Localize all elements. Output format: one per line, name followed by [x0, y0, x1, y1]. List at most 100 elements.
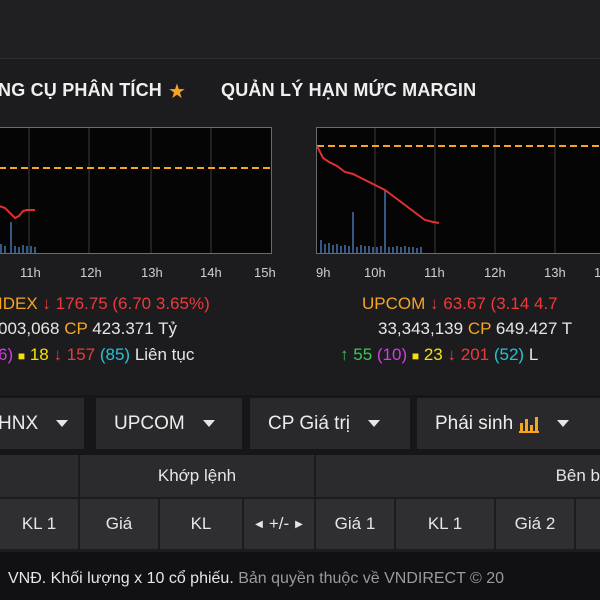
volume-bars [0, 222, 36, 253]
nav-margin-limit[interactable]: QUẢN LÝ HẠN MỨC MARGIN [221, 80, 477, 100]
footer-text: VNĐ. Khối lượng x 10 cổ phiếu. Bản quyền… [8, 570, 504, 588]
header-matched-orders: Khớp lệnh [80, 455, 314, 497]
upcom-chart[interactable] [316, 127, 600, 254]
tick-label: 15h [254, 265, 276, 280]
tab-label: UPCOM [114, 412, 185, 434]
cp-value: 423.371 [92, 319, 154, 338]
down-count: 201 [460, 345, 490, 364]
hnx-chart[interactable] [0, 127, 272, 254]
flat-count: 18 [29, 345, 49, 364]
col-label: +/- [268, 514, 290, 533]
col-extra [576, 499, 600, 549]
col-bid-volume-1[interactable]: KL 1 [396, 499, 494, 549]
nav-analysis-tools[interactable]: NG CỤ PHÂN TÍCH [0, 80, 162, 100]
floor-count: (85) [99, 345, 131, 364]
session-status: L [528, 345, 539, 364]
col-change[interactable]: ◀ +/- ▶ [244, 499, 314, 549]
tab-cp-value[interactable]: CP Giá trị [250, 398, 410, 449]
caret-right-icon[interactable]: ▶ [295, 518, 303, 530]
square-icon: ■ [17, 349, 26, 363]
upcom-chart-svg [316, 128, 600, 253]
tick-label: 11h [424, 265, 445, 280]
footer-note: VNĐ. Khối lượng x 10 cổ phiếu. [8, 570, 234, 587]
tick-label: 12h [484, 265, 506, 280]
volume: 003,068 [0, 319, 60, 338]
header-buy-side: Bên b [316, 455, 600, 497]
tick-label: 13h [141, 265, 163, 280]
chevron-down-icon [368, 420, 381, 427]
cp-label: CP [467, 319, 492, 338]
col-kl1[interactable]: KL 1 [0, 499, 78, 549]
index-value: 176.75 [55, 294, 108, 313]
ceiling-count: 6) [0, 345, 14, 364]
cp-value: 649.427 [495, 319, 558, 338]
floor-count: (52) [493, 345, 525, 364]
hnx-index-summary: IDEX ↓ 176.75 (6.70 3.65%) [0, 294, 210, 314]
arrow-down-icon: ↓ [430, 294, 439, 313]
hnx-index-line [0, 205, 35, 220]
chevron-down-icon [202, 420, 215, 427]
col-label: Giá 1 [334, 514, 376, 533]
tab-label: Phái sinh [435, 412, 514, 434]
tab-hnx[interactable]: HNX [0, 398, 84, 449]
tick-label: 10h [364, 265, 386, 280]
col-volume[interactable]: KL [160, 499, 242, 549]
upcom-volume-row: 33,343,139 CP 649.427 T [378, 319, 572, 339]
up-count: 55 [353, 345, 373, 364]
chevron-down-icon [56, 420, 69, 427]
arrow-down-icon: ↓ [42, 294, 51, 313]
flat-count: 23 [423, 345, 443, 364]
index-name: UPCOM [362, 294, 426, 313]
arrow-down-icon: ↓ [53, 345, 63, 364]
footer [0, 552, 600, 600]
hnx-volume-row: 003,068 CP 423.371 Tỷ [0, 319, 177, 339]
volume-bars [320, 190, 422, 253]
star-icon[interactable]: ★ [168, 81, 186, 103]
down-count: 157 [66, 345, 96, 364]
col-label: KL [190, 514, 212, 533]
cp-label: CP [64, 319, 88, 338]
tick-label: 1 [594, 265, 600, 280]
col-label: KL 1 [21, 514, 57, 533]
top-navbar [0, 0, 600, 59]
header-label: Khớp lệnh [157, 466, 237, 485]
tab-label: CP Giá trị [268, 412, 351, 434]
col-price[interactable]: Giá [80, 499, 158, 549]
square-icon: ■ [411, 349, 420, 363]
index-change: (3.14 4.7 [490, 294, 558, 313]
cp-unit: Tỷ [158, 319, 177, 338]
chevron-down-icon [557, 420, 570, 427]
col-label: Giá 2 [514, 514, 556, 533]
upcom-index-line [316, 145, 440, 224]
arrow-down-icon: ↓ [447, 345, 457, 364]
col-label: Giá [105, 514, 133, 533]
upcom-breadth-row: ↑ 55 (10) ■ 23 ↓ 201 (52) L [340, 345, 538, 365]
tick-label: 13h [544, 265, 566, 280]
tick-label: 9h [316, 265, 331, 280]
col-bid-price-2[interactable]: Giá 2 [496, 499, 574, 549]
col-label: KL 1 [427, 514, 463, 533]
header-label: Bên b [555, 466, 600, 485]
session-status: Liên tục [134, 345, 195, 364]
caret-left-icon[interactable]: ◀ [255, 518, 263, 530]
upcom-index-summary: UPCOM ↓ 63.67 (3.14 4.7 [362, 294, 558, 314]
index-change: (6.70 3.65%) [112, 294, 210, 313]
cp-unit: T [561, 319, 573, 338]
tick-label: 14h [200, 265, 222, 280]
tab-derivatives[interactable]: Phái sinh [417, 398, 600, 449]
bar-chart-icon [519, 415, 540, 433]
arrow-up-icon: ↑ [340, 345, 349, 364]
hnx-chart-svg [0, 128, 271, 253]
tab-label: HNX [0, 412, 39, 434]
index-name: IDEX [0, 294, 38, 313]
tick-label: 11h [20, 265, 41, 280]
table-header-blank [0, 455, 78, 497]
index-value: 63.67 [443, 294, 486, 313]
copyright: Bản quyền thuộc về VNDIRECT © 20 [238, 570, 505, 587]
hnx-breadth-row: 6) ■ 18 ↓ 157 (85) Liên tục [0, 345, 194, 365]
ceiling-count: (10) [376, 345, 408, 364]
tab-upcom[interactable]: UPCOM [96, 398, 242, 449]
volume: 33,343,139 [378, 319, 464, 338]
tick-label: 12h [80, 265, 102, 280]
col-bid-price-1[interactable]: Giá 1 [316, 499, 394, 549]
